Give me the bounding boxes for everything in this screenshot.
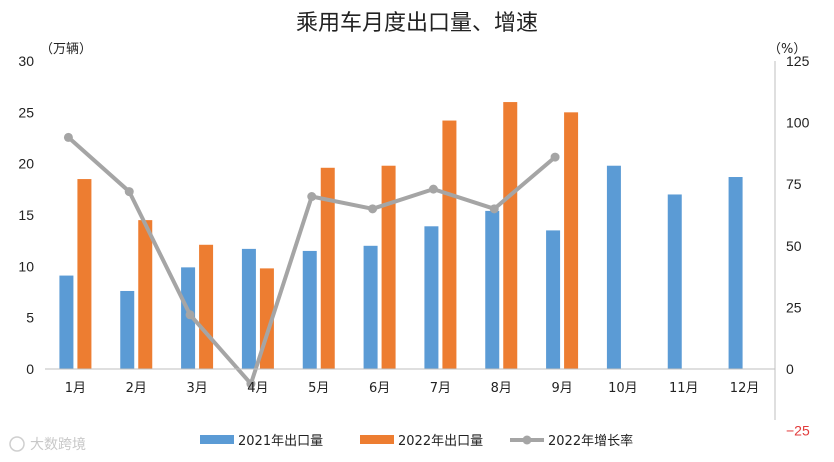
category-label: 10月 <box>608 381 638 396</box>
right-axis-unit: （%） <box>768 42 806 57</box>
bar-2022-5月 <box>320 167 335 369</box>
bar-2021-9月 <box>546 230 561 369</box>
growth-line-layer <box>63 132 560 389</box>
bar-2021-10月 <box>606 165 621 369</box>
bar-2022-9月 <box>564 112 579 369</box>
category-label: 2月 <box>126 381 147 396</box>
bar-2021-8月 <box>485 210 500 369</box>
growth-point-3月 <box>185 310 195 320</box>
left-tick-label: 25 <box>18 104 34 120</box>
watermark-logo-icon <box>9 436 25 452</box>
growth-point-7月 <box>428 184 438 194</box>
bar-2021-12月 <box>728 177 743 369</box>
legend-swatch-2021 <box>200 435 234 444</box>
bar-2022-1月 <box>77 179 92 369</box>
axes <box>45 61 776 420</box>
right-tick-label: 0 <box>786 361 794 377</box>
legend-label-2021: 2021年出口量 <box>238 434 323 449</box>
growth-point-6月 <box>368 204 378 214</box>
bar-2022-6月 <box>381 165 396 369</box>
watermark: 大数跨境 <box>9 436 86 453</box>
left-tick-label: 15 <box>18 207 34 223</box>
bar-2022-7月 <box>442 120 457 370</box>
left-tick-label: 10 <box>18 258 34 274</box>
legend-swatch-growth-point <box>522 435 532 445</box>
bar-2021-5月 <box>302 250 317 369</box>
legend: 2021年出口量 2022年出口量 2022年增长率 <box>200 433 633 449</box>
left-tick-label: 20 <box>18 156 34 172</box>
category-label: 3月 <box>186 381 207 396</box>
watermark-text: 大数跨境 <box>30 437 86 453</box>
growth-point-2月 <box>124 187 134 197</box>
category-label: 9月 <box>551 381 572 396</box>
right-tick-label: 125 <box>786 53 810 69</box>
category-label: 12月 <box>730 381 760 396</box>
bar-2022-8月 <box>503 102 518 370</box>
bar-2022-2月 <box>138 220 153 369</box>
right-tick-label: 50 <box>786 238 802 254</box>
legend-label-growth: 2022年增长率 <box>548 433 633 449</box>
right-axis-ticks: −25 0 25 50 75 100 125 <box>786 53 810 439</box>
right-tick-label: 25 <box>786 299 802 315</box>
right-tick-label: −25 <box>786 423 810 439</box>
category-label: 4月 <box>247 381 268 396</box>
right-tick-label: 75 <box>786 176 802 192</box>
left-axis-ticks: 0 5 10 15 20 25 30 <box>18 53 34 377</box>
category-label: 5月 <box>308 381 329 396</box>
bar-2021-1月 <box>59 275 74 369</box>
left-tick-label: 5 <box>26 310 34 326</box>
bar-2021-2月 <box>120 290 135 369</box>
left-tick-label: 30 <box>18 53 34 69</box>
right-tick-label: 100 <box>786 115 810 131</box>
growth-point-1月 <box>63 132 73 142</box>
bar-2021-11月 <box>667 194 682 369</box>
legend-swatch-2022 <box>360 435 394 444</box>
growth-point-9月 <box>550 152 560 162</box>
bar-2021-7月 <box>424 226 439 369</box>
growth-point-4月 <box>246 379 256 389</box>
category-label: 1月 <box>65 381 86 396</box>
chart-title: 乘用车月度出口量、增速 <box>296 11 538 36</box>
bar-2022-3月 <box>199 244 214 369</box>
category-labels: 1月 2月 3月 4月 5月 6月 7月 8月 9月 10月 11月 12月 <box>65 381 760 396</box>
legend-label-2022: 2022年出口量 <box>398 434 483 449</box>
category-label: 11月 <box>669 381 699 396</box>
bar-2021-6月 <box>363 245 378 369</box>
bar-2021-4月 <box>241 248 256 369</box>
category-label: 7月 <box>430 381 451 396</box>
bars <box>59 102 743 370</box>
left-axis-unit: （万辆） <box>40 42 92 57</box>
growth-point-5月 <box>307 192 317 202</box>
growth-point-8月 <box>489 204 499 214</box>
category-label: 6月 <box>369 381 390 396</box>
category-label: 8月 <box>491 381 512 396</box>
left-tick-label: 0 <box>26 361 34 377</box>
